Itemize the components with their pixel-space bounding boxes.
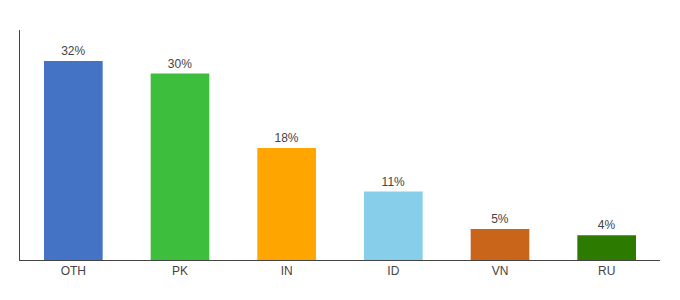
svg-text:ID: ID [387,264,399,278]
svg-text:IN: IN [281,264,293,278]
svg-text:PK: PK [172,264,188,278]
svg-text:30%: 30% [168,57,192,71]
svg-text:5%: 5% [491,212,509,226]
svg-text:32%: 32% [61,44,85,58]
svg-text:RU: RU [598,264,615,278]
svg-text:18%: 18% [274,131,298,145]
svg-text:4%: 4% [598,218,616,232]
svg-text:11%: 11% [382,175,405,189]
svg-text:VN: VN [492,264,509,278]
svg-text:OTH: OTH [61,264,86,278]
